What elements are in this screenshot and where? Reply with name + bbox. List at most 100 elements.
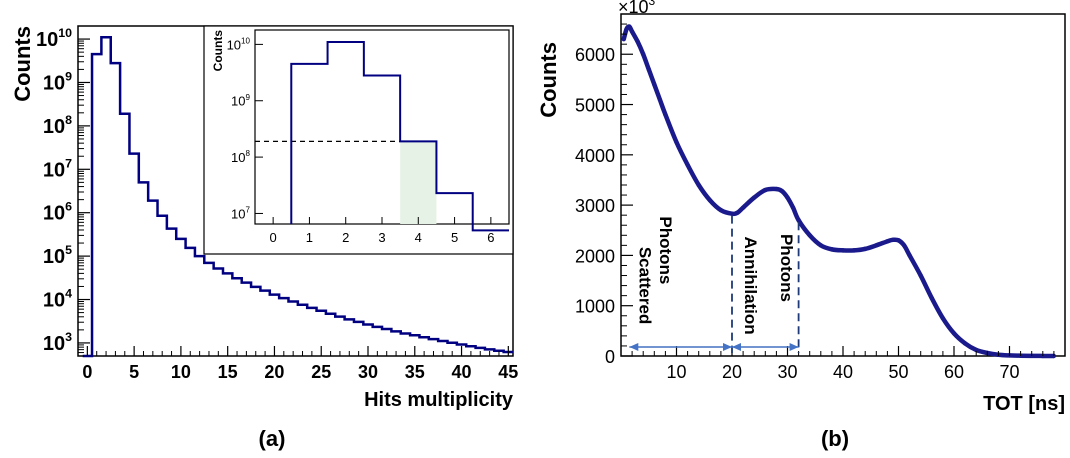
- y-tick-label: 1000: [575, 297, 615, 317]
- data-point: [752, 195, 757, 200]
- data-point: [829, 247, 835, 252]
- plot-frame: [620, 13, 1066, 357]
- data-point: [901, 243, 907, 248]
- x-tick-label: 50: [888, 362, 908, 382]
- data-point: [685, 162, 690, 168]
- data-point: [779, 188, 785, 194]
- data-point: [740, 205, 746, 210]
- data-point: [929, 295, 934, 301]
- data-point: [657, 97, 663, 102]
- data-point: [763, 187, 768, 193]
- inset-x-tick-label: 1: [306, 230, 313, 245]
- data-point: [774, 186, 779, 192]
- annihilation-label-line1: Annihilation: [741, 236, 760, 334]
- data-point: [840, 248, 846, 253]
- data-point: [641, 52, 646, 57]
- data-point: [621, 36, 626, 42]
- data-point: [890, 237, 896, 243]
- scattered-range-arrow-head-right: [723, 342, 732, 351]
- y-tick-label: 106: [43, 200, 72, 225]
- inset-histogram-line: [290, 41, 509, 232]
- panel-label-b: (b): [821, 426, 849, 451]
- data-point: [785, 195, 790, 200]
- data-point: [918, 273, 923, 278]
- y-tick-label: 6000: [575, 45, 615, 65]
- inset-x-tick-label: 0: [270, 230, 277, 245]
- histogram-line: [82, 36, 513, 358]
- inset-x-tick-label: 4: [415, 230, 422, 245]
- data-point: [735, 210, 740, 215]
- y-tick-label: 3000: [575, 196, 615, 216]
- data-point: [907, 253, 912, 258]
- y-tick-label: 109: [43, 69, 72, 94]
- data-point: [627, 24, 632, 29]
- x-tick-label: 15: [218, 362, 238, 382]
- x-tick-label: 10: [171, 362, 191, 382]
- data-point: [863, 246, 868, 252]
- inset-x-tick-label: 2: [342, 230, 349, 245]
- y-axis-title: Counts: [10, 26, 35, 102]
- data-point: [674, 140, 679, 145]
- data-point: [729, 211, 735, 216]
- data-point: [796, 218, 801, 223]
- y-axis-title: Counts: [536, 42, 561, 118]
- x-tick-label: 70: [999, 362, 1019, 382]
- scattered-label-line2: Photons: [656, 216, 675, 284]
- y-tick-label: 1010: [36, 26, 72, 51]
- data-point: [885, 239, 890, 244]
- inset-x-tick-label: 5: [451, 230, 458, 245]
- x-tick-label: 60: [944, 362, 964, 382]
- data-point: [790, 205, 796, 210]
- data-point: [696, 182, 701, 188]
- inset-y-tick-label: 108: [231, 149, 250, 165]
- y-tick-label: 2000: [575, 246, 615, 266]
- x-tick-label: 10: [666, 362, 686, 382]
- inset-y-axis-title: Counts: [211, 30, 225, 72]
- x-tick-label: 20: [264, 362, 284, 382]
- data-point: [646, 67, 651, 72]
- data-point: [962, 341, 968, 346]
- data-point: [851, 248, 857, 253]
- data-point: [629, 29, 635, 34]
- data-point: [718, 207, 724, 213]
- inset-background: [203, 25, 514, 255]
- panel-b-tot-spectrum: 10 20 30 40 50 60 70 0 1000 2000 3000 4000 5000 6000 ×…: [536, 0, 1066, 415]
- y-tick-label: 5000: [575, 96, 615, 116]
- x-tick-label: 30: [358, 362, 378, 382]
- panel-a-hits-multiplicity: 0 5 10 15 20 25 30 35 40 451031041051061071081091…: [10, 25, 518, 411]
- data-point: [974, 347, 979, 353]
- inset-y-tick-label: 1010: [227, 37, 251, 53]
- y-tick-label: 108: [43, 113, 72, 138]
- panel-label-a: (a): [259, 426, 286, 451]
- x-tick-label: 25: [311, 362, 331, 382]
- inset-y-tick-label: 107: [231, 206, 250, 222]
- y-tick-label: 103: [43, 330, 72, 355]
- y-multiplier-label: ×103: [618, 0, 656, 17]
- data-point: [635, 39, 640, 44]
- x-tick-label: 45: [498, 362, 518, 382]
- scattered-range-arrow-head-left: [629, 342, 639, 351]
- data-point: [663, 112, 668, 117]
- data-point: [951, 331, 957, 336]
- data-point: [707, 197, 712, 203]
- annihilation-range-arrow-head-right: [789, 342, 799, 351]
- x-tick-label: 5: [129, 362, 139, 382]
- inset-x-tick-label: 6: [487, 230, 494, 245]
- y-tick-label: 4000: [575, 146, 615, 166]
- x-axis-title: Hits multiplicity: [364, 389, 514, 411]
- x-tick-label: 0: [82, 362, 92, 382]
- x-tick-label: 40: [452, 362, 472, 382]
- data-point: [818, 243, 823, 248]
- x-tick-label: 40: [833, 362, 853, 382]
- inset-highlight-bin: [400, 141, 437, 224]
- scattered-label-line1: Scattered: [635, 247, 654, 324]
- x-tick-label: 30: [777, 362, 797, 382]
- x-tick-label: 20: [722, 362, 742, 382]
- data-point: [652, 82, 657, 87]
- inset-x-tick-label: 3: [378, 230, 385, 245]
- y-tick-label: 105: [43, 243, 72, 268]
- annihilation-label-line2: Photons: [777, 234, 796, 302]
- data-point: [940, 316, 946, 321]
